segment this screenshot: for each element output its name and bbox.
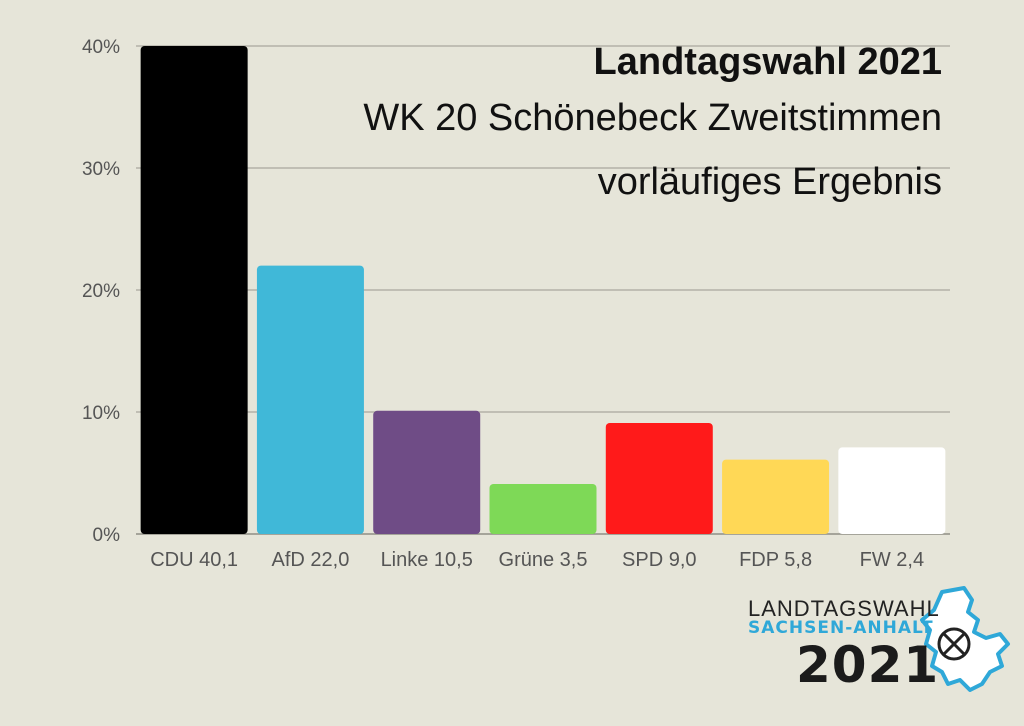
bar [256,265,364,534]
chart-title-block: Landtagswahl 2021 WK 20 Schönebeck Zweit… [363,38,942,214]
x-axis: CDU 40,1 AfD 22,0 Linke 10,5 Grüne 3,5 SPD 9… [150,549,924,571]
logo-line-1: LANDTAGSWAHL [748,596,940,621]
y-tick-label: 30% [82,159,120,180]
bar [722,459,830,534]
x-tick-label: Linke 10,5 [381,549,473,571]
logo-year: 2021 [796,636,940,694]
logo-line-2: SACHSEN-ANHALT [748,618,934,638]
y-tick-label: 40% [82,37,120,58]
election-logo: LANDTAGSWAHL SACHSEN-ANHALT 2021 [742,586,1020,706]
saxony-anhalt-map-icon [920,586,1010,692]
x-tick-label: FW 2,4 [860,549,924,571]
bar [373,410,481,534]
y-axis: 0% 10% 20% 30% 40% [82,37,120,546]
y-tick-label: 0% [93,525,121,546]
y-tick-label: 10% [82,403,120,424]
x-tick-label: CDU 40,1 [150,549,238,571]
chart-subtitle-line-1: WK 20 Schönebeck Zweitstimmen [363,97,942,139]
bars [140,46,946,534]
bar [140,46,248,534]
x-tick-label: FDP 5,8 [739,549,812,571]
x-tick-label: AfD 22,0 [272,549,350,571]
x-tick-label: SPD 9,0 [622,549,696,571]
chart-title: Landtagswahl 2021 [593,41,942,83]
bar [489,483,597,534]
y-tick-label: 20% [82,281,120,302]
x-tick-label: Grüne 3,5 [499,549,588,571]
bar [838,447,946,534]
chart-subtitle-line-2: vorläufiges Ergebnis [597,161,942,203]
bar [605,422,713,534]
